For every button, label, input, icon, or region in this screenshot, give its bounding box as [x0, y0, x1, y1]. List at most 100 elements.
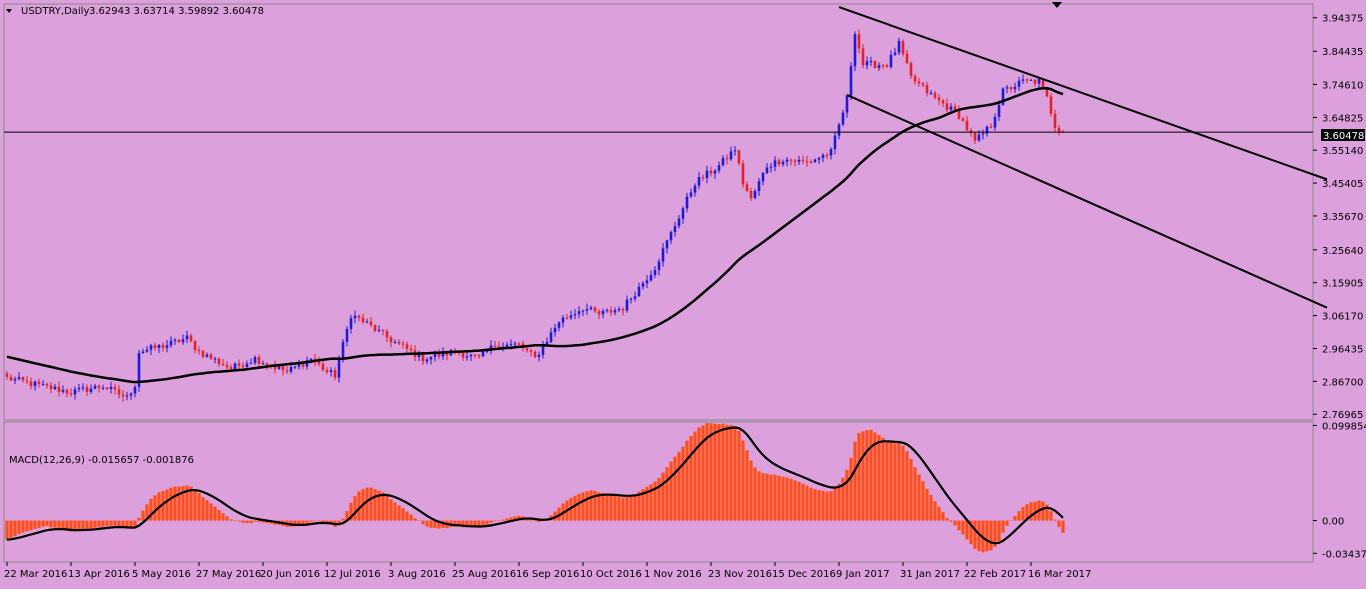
- macd-histogram-bar: [637, 491, 641, 521]
- macd-histogram-bar: [93, 520, 97, 528]
- candle-body: [165, 345, 169, 348]
- macd-histogram-bar: [597, 492, 601, 521]
- candle-body: [997, 104, 1001, 117]
- macd-histogram-bar: [773, 474, 777, 521]
- macd-histogram-bar: [937, 506, 941, 521]
- candle-body: [761, 172, 765, 182]
- macd-histogram-bar: [869, 429, 873, 521]
- candle-body: [893, 52, 897, 55]
- candle-body: [41, 383, 45, 385]
- macd-histogram-bar: [353, 496, 357, 521]
- macd-histogram-bar: [961, 520, 965, 535]
- price-axis-label: 2.96435: [1322, 344, 1363, 355]
- candle-body: [473, 354, 477, 356]
- macd-histogram-bar: [1033, 501, 1037, 521]
- macd-histogram-bar: [177, 486, 181, 521]
- candle-body: [441, 351, 445, 357]
- macd-histogram-bar: [1057, 520, 1061, 528]
- macd-signal-line: [6, 426, 1064, 545]
- candle-body: [13, 378, 17, 381]
- macd-histogram-bar: [53, 520, 57, 528]
- candle-body: [653, 270, 657, 276]
- macd-histogram-bar: [1025, 504, 1029, 521]
- macd-histogram-bar: [537, 520, 541, 522]
- macd-histogram-bar: [645, 486, 649, 521]
- macd-histogram-bar: [81, 520, 85, 530]
- candle-body: [829, 149, 833, 156]
- macd-histogram-bar: [173, 486, 177, 521]
- candle-body: [777, 160, 781, 165]
- candle-body: [549, 332, 553, 342]
- candle-body: [329, 370, 333, 372]
- macd-histogram-bar: [929, 494, 933, 521]
- macd-histogram-bar: [789, 478, 793, 521]
- candle-body: [493, 345, 497, 347]
- candle-body: [565, 317, 569, 319]
- macd-histogram-bar: [89, 520, 93, 529]
- macd-histogram-bar: [745, 450, 749, 521]
- candle-body: [505, 344, 509, 347]
- candle-body: [509, 343, 513, 345]
- macd-histogram-bar: [893, 443, 897, 521]
- macd-histogram-bar: [125, 520, 129, 529]
- candle-body: [373, 325, 377, 331]
- macd-histogram-bar: [633, 494, 637, 521]
- current-price-tag: [1321, 129, 1365, 141]
- macd-histogram-bar: [185, 485, 189, 521]
- candle-body: [857, 34, 861, 49]
- candle-body: [1033, 79, 1037, 84]
- candle-body: [129, 393, 133, 396]
- candle-body: [217, 358, 221, 365]
- macd-histogram-bar: [777, 475, 781, 521]
- macd-histogram-bar: [85, 520, 89, 530]
- candle-body: [1029, 79, 1033, 81]
- candle-body: [405, 344, 409, 349]
- macd-histogram-bar: [577, 493, 581, 521]
- macd-histogram-bar: [665, 467, 669, 521]
- macd-axis-label: 0.099854: [1322, 421, 1366, 432]
- candle-body: [365, 321, 369, 323]
- macd-histogram-bar: [429, 520, 433, 528]
- macd-histogram-bar: [69, 520, 73, 532]
- candle-body: [921, 83, 925, 86]
- candle-body: [613, 310, 617, 313]
- candle-body: [461, 353, 465, 358]
- candle-body: [33, 381, 37, 386]
- candle-body: [397, 341, 401, 344]
- macd-histogram-bar: [197, 493, 201, 521]
- candle-body: [861, 48, 865, 66]
- price-axis-label: 2.86700: [1322, 377, 1363, 388]
- candle-body: [97, 385, 101, 388]
- macd-histogram-bar: [141, 510, 145, 521]
- candle-body: [669, 231, 673, 241]
- macd-histogram-bar: [949, 520, 953, 522]
- macd-histogram-bar: [853, 441, 857, 521]
- macd-histogram-bar: [757, 471, 761, 521]
- candle-body: [241, 365, 245, 368]
- candle-body: [785, 159, 789, 162]
- date-axis-label: 5 May 2016: [132, 569, 191, 580]
- candle-body: [213, 358, 217, 360]
- macd-histogram-bar: [917, 474, 921, 521]
- candle-body: [389, 337, 393, 343]
- shift-marker-icon[interactable]: [1052, 2, 1062, 8]
- date-axis-label: 16 Mar 2017: [1028, 569, 1091, 580]
- macd-histogram-bar: [213, 506, 217, 521]
- candle-body: [805, 160, 809, 162]
- date-axis-label: 20 Jun 2016: [260, 569, 320, 580]
- macd-histogram-bar: [485, 520, 489, 525]
- macd-histogram-bar: [809, 487, 813, 521]
- candle-body: [801, 159, 805, 161]
- macd-histogram-bar: [629, 495, 633, 521]
- menu-triangle-icon[interactable]: [6, 9, 12, 13]
- candle-body: [1037, 78, 1041, 84]
- candle-body: [109, 386, 113, 390]
- candle-body: [573, 314, 577, 316]
- moving-average-layer: [6, 86, 1064, 384]
- candle-body: [421, 352, 425, 362]
- macd-histogram-bar: [233, 520, 237, 521]
- macd-histogram-bar: [781, 476, 785, 521]
- macd-histogram-bar: [969, 520, 973, 545]
